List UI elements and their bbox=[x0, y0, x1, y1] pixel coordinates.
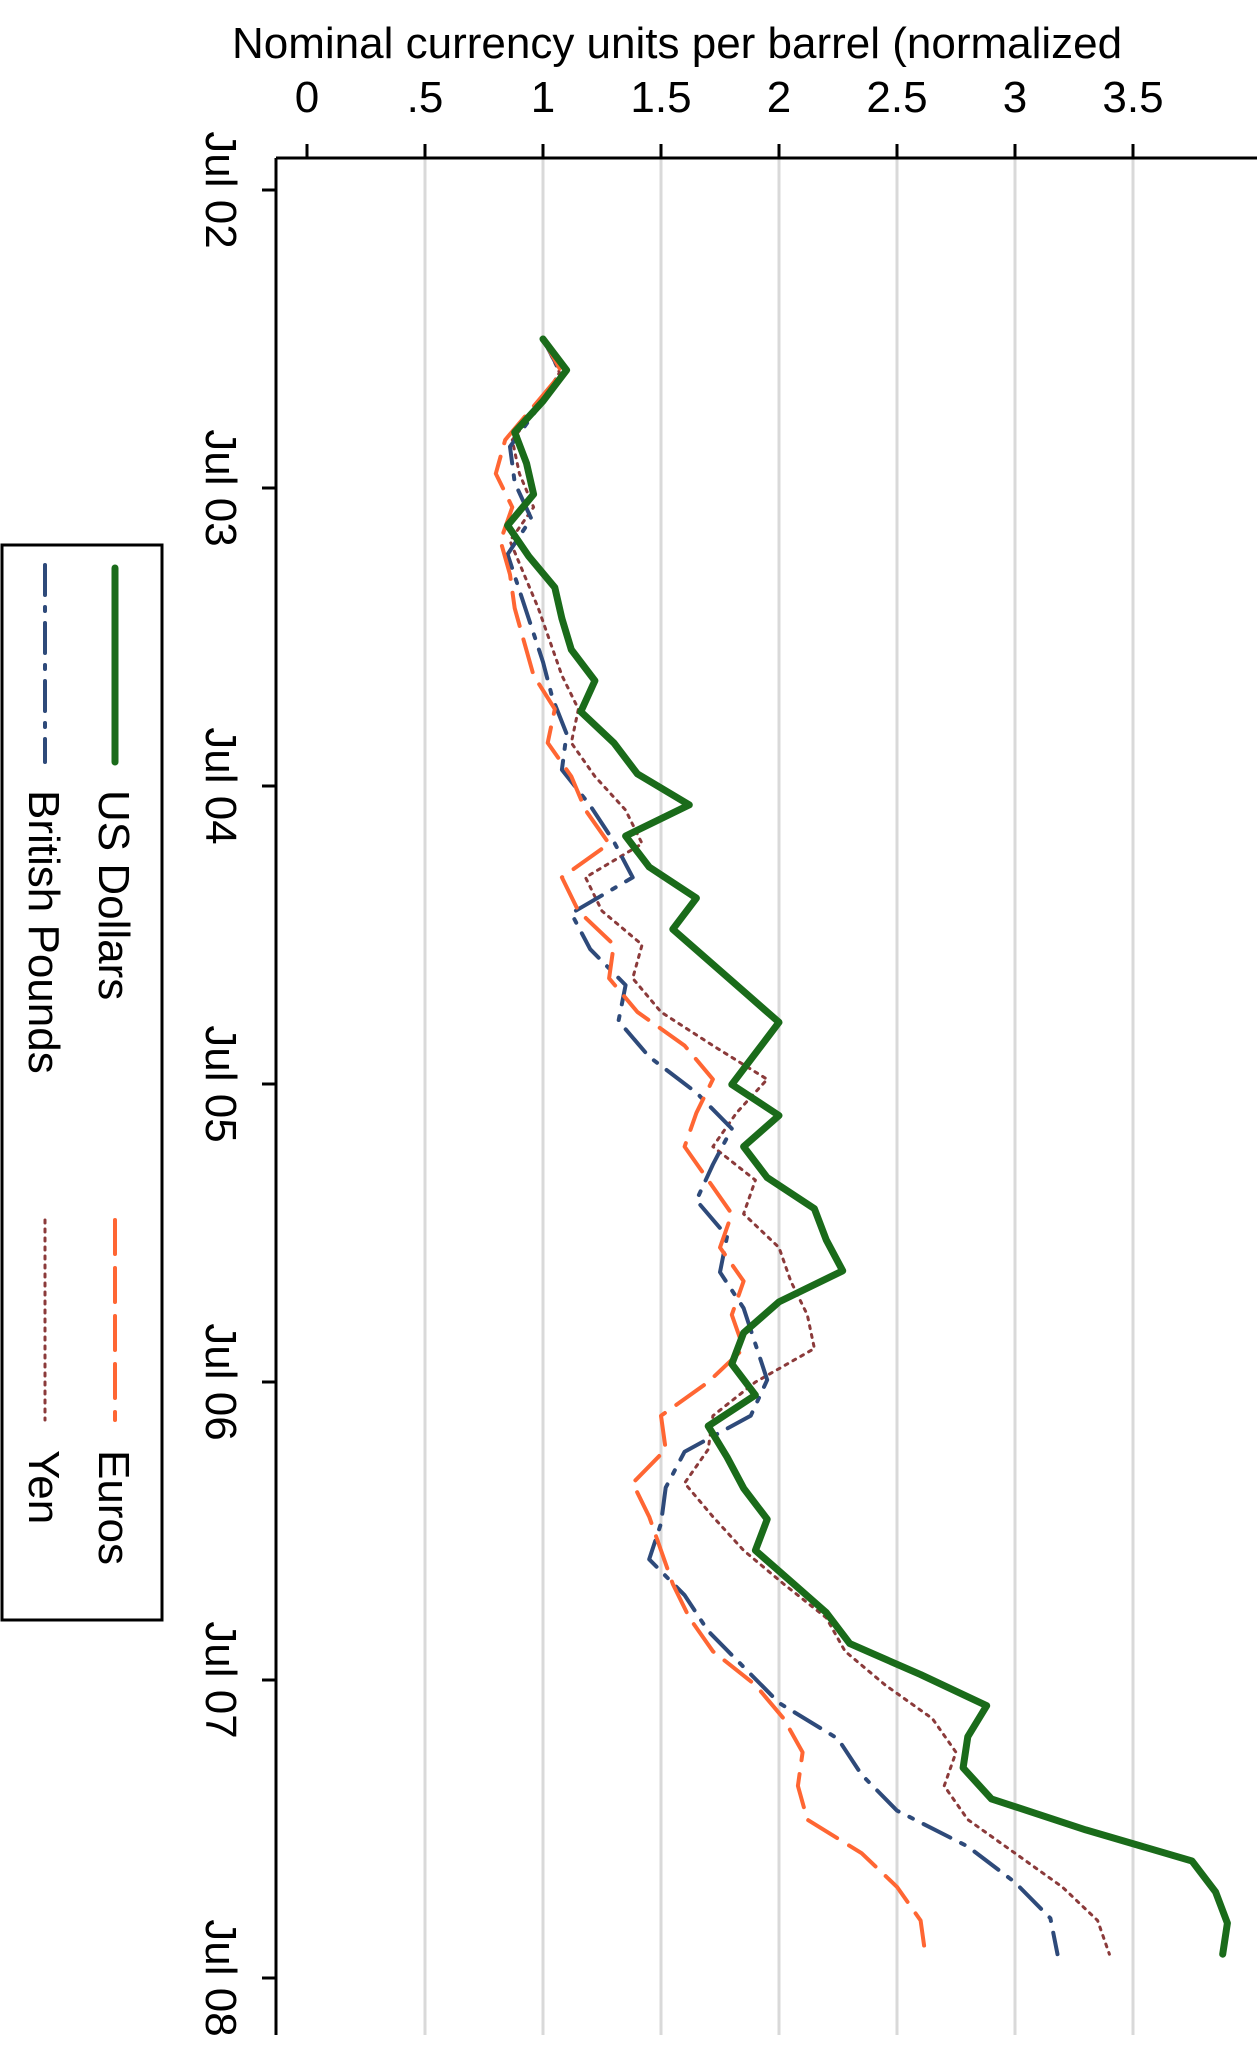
value-axis-title: Nominal currency units per barrel (norma… bbox=[232, 19, 1122, 68]
time-tick-label: Jul 06 bbox=[196, 1323, 245, 1440]
value-tick-label: 3 bbox=[1003, 73, 1027, 122]
time-tick-label: Jul 02 bbox=[196, 131, 245, 248]
value-tick-label: 3.5 bbox=[1102, 73, 1163, 122]
legend-label-yen: Yen bbox=[19, 1450, 68, 1524]
time-tick-label: Jul 04 bbox=[196, 727, 245, 844]
gridlines bbox=[423, 158, 1135, 2035]
series-line-british-pounds bbox=[505, 337, 1060, 1957]
time-tick-label: Jul 07 bbox=[196, 1621, 245, 1738]
value-tick-label: 2.5 bbox=[866, 73, 927, 122]
value-tick-label: 1 bbox=[531, 73, 555, 122]
series-layer bbox=[493, 335, 1231, 1958]
legend-label-euros: Euros bbox=[89, 1450, 138, 1565]
value-axis: 0 .5 1 1.5 2 2.5 3 3.5 bbox=[295, 73, 1164, 158]
legend-box bbox=[0, 543, 164, 1622]
series-line-yen bbox=[508, 337, 1111, 1956]
value-tick-label: 2 bbox=[767, 73, 791, 122]
legend-label-british-pounds: British Pounds bbox=[19, 790, 68, 1074]
time-tick-label: Jul 05 bbox=[196, 1025, 245, 1142]
value-tick-label: 0 bbox=[295, 73, 319, 122]
series-line-us-dollars bbox=[504, 335, 1231, 1958]
legend: US Dollars Euros British Pounds Yen bbox=[0, 543, 164, 1622]
time-tick-label: Jul 03 bbox=[196, 429, 245, 546]
plot-frame bbox=[274, 156, 1257, 2035]
value-tick-label: .5 bbox=[407, 73, 444, 122]
series-line-euros bbox=[493, 337, 928, 1957]
legend-label-us-dollars: US Dollars bbox=[89, 790, 138, 1000]
time-tick-label: Jul 08 bbox=[196, 1919, 245, 2036]
time-axis: Jul 02 Jul 03 Jul 04 Jul 05 Jul 06 Jul 07 Jul … bbox=[196, 131, 276, 2037]
value-tick-label: 1.5 bbox=[630, 73, 691, 122]
